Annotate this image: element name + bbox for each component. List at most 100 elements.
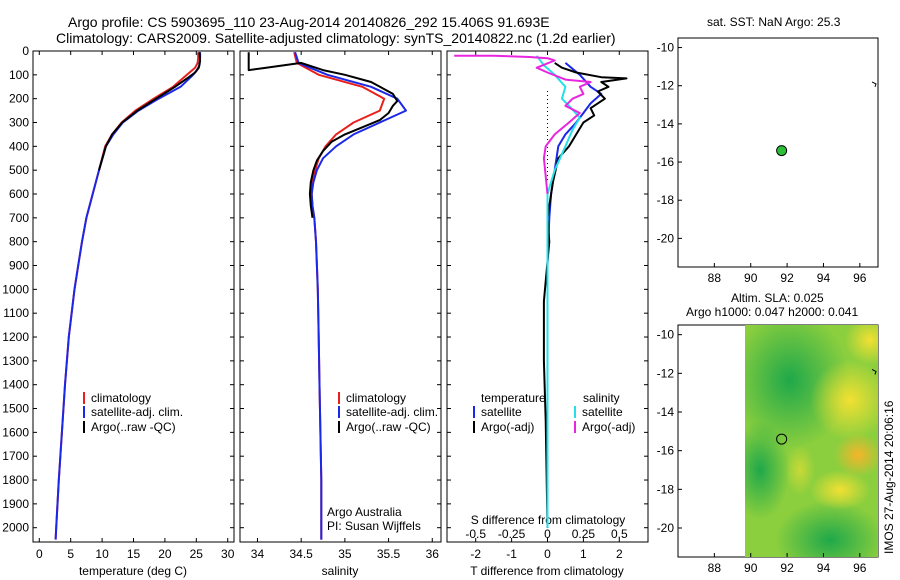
depth-tick-label: 1800 xyxy=(2,473,29,487)
depth-tick-label: 1500 xyxy=(2,402,29,416)
imos-timestamp: IMOS 27-Aug-2014 20:06:16 xyxy=(882,400,896,554)
argo-australia-label: Argo Australia xyxy=(327,505,402,519)
temperature-x-tick-label: 0 xyxy=(36,547,43,561)
sla-map-title-2: Argo h1000: 0.047 h2000: 0.041 xyxy=(686,305,858,319)
depth-tick-label: 100 xyxy=(9,68,29,82)
sst-map-x-tick-label: 88 xyxy=(708,271,722,285)
sla-map-y-tick-label: -20 xyxy=(657,521,675,535)
depth-tick-label: 900 xyxy=(9,259,29,273)
temperature-series-satellite-adj--clim- xyxy=(54,52,202,540)
difference-x-tick-label: 2 xyxy=(616,547,623,561)
difference-x-tick-label: 1 xyxy=(580,547,587,561)
difference-legend: temperature salinity satellite Argo(-adj… xyxy=(473,391,635,434)
depth-tick-label: 200 xyxy=(9,92,29,106)
sst-map-x-tick-label: 90 xyxy=(744,271,758,285)
difference-series-satellite xyxy=(535,55,581,528)
sla-map-coast-mark xyxy=(871,369,877,375)
difference-s-tick-label: 0 xyxy=(544,527,551,541)
sla-map-y-tick-label: -10 xyxy=(657,328,675,342)
depth-tick-label: 1700 xyxy=(2,449,29,463)
temperature-legend: climatology satellite-adj. clim. Argo(..… xyxy=(83,391,183,434)
salinity-series-argo---raw--qc- xyxy=(247,52,399,218)
difference-axis-label: T difference from climatology xyxy=(470,564,624,578)
temperature-x-tick-label: 20 xyxy=(158,547,172,561)
legend-label-t-argo: Argo(-adj) xyxy=(481,420,534,434)
depth-tick-label: 1000 xyxy=(2,282,29,296)
sst-map-y-tick-label: -18 xyxy=(657,193,675,207)
salinity-axis-label: salinity xyxy=(322,564,359,578)
sla-map-y-tick-label: -18 xyxy=(657,482,675,496)
title-line-1: Argo profile: CS 5903695_110 23-Aug-2014… xyxy=(68,14,550,30)
temperature-series-argo---raw--qc- xyxy=(98,52,202,171)
sst-map-y-tick-label: -20 xyxy=(657,231,675,245)
sst-map-x-tick-label: 96 xyxy=(853,271,867,285)
difference-s-tick-label: -0.25 xyxy=(498,527,526,541)
sst-map-title: sat. SST: NaN Argo: 25.3 xyxy=(707,15,841,29)
sla-map-x-tick-label: 96 xyxy=(853,561,867,575)
difference-s-tick-label: 0.5 xyxy=(611,527,628,541)
depth-tick-label: 1600 xyxy=(2,425,29,439)
legend-label-s-satellite: satellite xyxy=(582,405,623,419)
depth-tick-label: 1400 xyxy=(2,378,29,392)
temperature-panel-frame xyxy=(32,50,235,543)
sst-map-argo-marker xyxy=(776,145,788,157)
depth-tick-label: 1900 xyxy=(2,497,29,511)
sst-map-x-tick-label: 92 xyxy=(780,271,794,285)
sla-map-y-tick-label: -16 xyxy=(657,444,675,458)
sla-heatmap xyxy=(745,325,878,557)
salinity-legend: climatology satellite-adj. clim. Argo(..… xyxy=(338,391,438,434)
sla-map-x-tick-label: 90 xyxy=(744,561,758,575)
depth-tick-label: 500 xyxy=(9,163,29,177)
temperature-x-tick-label: 25 xyxy=(190,547,204,561)
sst-map-y-tick-label: -14 xyxy=(657,117,675,131)
legend-label-argo: Argo(..raw -QC) xyxy=(91,420,176,434)
difference-s-tick-label: 0.25 xyxy=(572,527,596,541)
temperature-x-tick-label: 10 xyxy=(95,547,109,561)
legend-group-salinity: salinity xyxy=(583,391,620,405)
temperature-x-tick-label: 15 xyxy=(127,547,141,561)
salinity-x-tick-label: 36 xyxy=(426,547,440,561)
sla-map-x-tick-label: 94 xyxy=(817,561,831,575)
sla-map-argo-marker xyxy=(776,433,788,445)
sst-map-x-tick-label: 94 xyxy=(817,271,831,285)
depth-tick-label: 600 xyxy=(9,187,29,201)
legend-label-climatology: climatology xyxy=(346,391,406,405)
legend-label-s-argo: Argo(-adj) xyxy=(582,420,635,434)
salinity-x-tick-label: 35.5 xyxy=(377,547,401,561)
depth-tick-label: 1100 xyxy=(3,306,29,320)
sst-map-coast-mark xyxy=(871,81,877,88)
depth-tick-label: 0 xyxy=(22,44,29,58)
sst-map-y-tick-label: -16 xyxy=(657,155,675,169)
legend-group-temperature: temperature xyxy=(481,391,546,405)
title-line-2: Climatology: CARS2009. Satellite-adjuste… xyxy=(56,30,616,46)
depth-tick-label: 1300 xyxy=(2,354,29,368)
salinity-series-satellite-adj--clim- xyxy=(294,51,407,540)
difference-x-tick-label: -1 xyxy=(506,547,517,561)
difference-s-tick-label: -0.5 xyxy=(465,527,486,541)
temperature-series-climatology xyxy=(54,52,200,540)
salinity-x-tick-label: 34.5 xyxy=(289,547,313,561)
legend-label-satellite: satellite-adj. clim. xyxy=(91,405,183,419)
legend-label-satellite: satellite-adj. clim. xyxy=(346,405,438,419)
legend-label-argo: Argo(..raw -QC) xyxy=(346,420,431,434)
difference-x-tick-label: -2 xyxy=(470,547,481,561)
depth-tick-label: 400 xyxy=(9,139,29,153)
salinity-series-climatology xyxy=(293,51,386,540)
depth-tick-label: 800 xyxy=(9,235,29,249)
sla-map-y-tick-label: -12 xyxy=(657,366,675,380)
depth-tick-label: 300 xyxy=(9,116,29,130)
temperature-axis-label: temperature (deg C) xyxy=(79,564,187,578)
depth-tick-label: 1200 xyxy=(2,330,29,344)
sst-map-y-tick-label: -12 xyxy=(657,79,675,93)
sla-map-x-tick-label: 92 xyxy=(780,561,794,575)
difference-x-tick-label: 0 xyxy=(544,547,551,561)
legend-label-t-satellite: satellite xyxy=(481,405,522,419)
pi-label: PI: Susan Wijffels xyxy=(327,519,421,533)
sla-map-title-1: Altim. SLA: 0.025 xyxy=(731,291,824,305)
legend-label-climatology: climatology xyxy=(91,391,151,405)
salinity-x-tick-label: 34 xyxy=(251,547,265,561)
temperature-x-tick-label: 30 xyxy=(221,547,235,561)
difference-series-satellite xyxy=(546,62,603,528)
salinity-panel-frame xyxy=(239,50,442,543)
